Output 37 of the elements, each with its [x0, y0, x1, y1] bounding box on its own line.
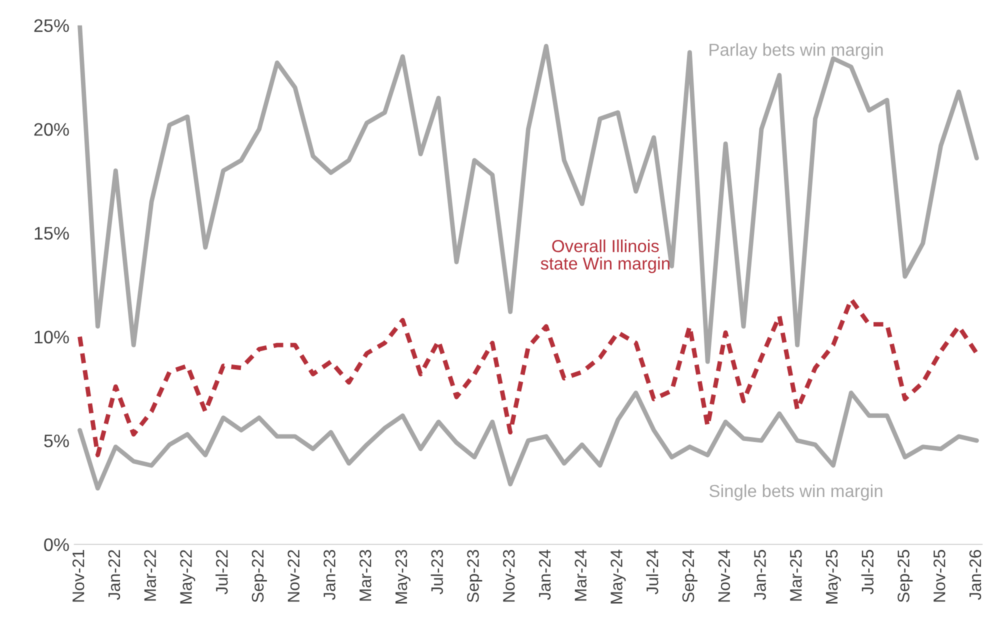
text: Overall Illinois state Win margin: [540, 239, 670, 274]
x-tick-label: Jan-22: [108, 550, 120, 600]
x-tick-label: Nov-22: [288, 550, 300, 602]
x-tick-label: Mar-25: [790, 550, 802, 601]
x-tick-label: May-23: [395, 550, 410, 604]
x-tick-label: Nov-24: [718, 550, 730, 602]
x-tick-label: Mar-23: [359, 550, 372, 601]
x-tick-label: Jul-25: [861, 550, 874, 594]
series-label: Parlay bets win margin: [710, 43, 883, 60]
y-tick-label: 25%: [34, 19, 69, 32]
x-tick-label: Jan-26: [969, 550, 982, 600]
x-tick-label: Jul-23: [430, 550, 444, 594]
y-tick-label: 15%: [34, 226, 69, 240]
x-tick-label: Sep-22: [252, 550, 267, 602]
x-tick-label: Jan-23: [324, 550, 336, 600]
x-tick-label: Sep-23: [467, 550, 482, 602]
line-series: [78, 297, 979, 458]
x-tick-label: Sep-25: [898, 550, 913, 602]
x-tick-label: Jan-25: [754, 550, 766, 600]
x-tick-label: Mar-24: [574, 550, 587, 601]
y-tick-label: 0%: [44, 538, 69, 552]
x-tick-label: May-22: [180, 550, 196, 604]
x-tick-label: May-24: [610, 550, 626, 604]
x-tick-label: Jan-24: [538, 550, 551, 600]
series-label: Single bets win margin: [709, 484, 882, 501]
x-tick-label: Nov-25: [933, 550, 946, 602]
x-tick-label: Jul-22: [216, 550, 228, 594]
x-tick-label: Mar-22: [144, 550, 156, 601]
x-tick-label: Nov-21: [72, 550, 84, 602]
y-tick-label: 10%: [34, 330, 69, 344]
x-tick-label: Nov-23: [502, 550, 515, 602]
y-tick-label: 20%: [34, 123, 69, 136]
x-tick-label: Jul-24: [646, 550, 658, 594]
x-tick-label: Sep-24: [682, 550, 698, 602]
y-tick-label: 5%: [44, 434, 69, 448]
line-series: [78, 25, 979, 364]
x-tick-label: May-25: [826, 550, 841, 604]
